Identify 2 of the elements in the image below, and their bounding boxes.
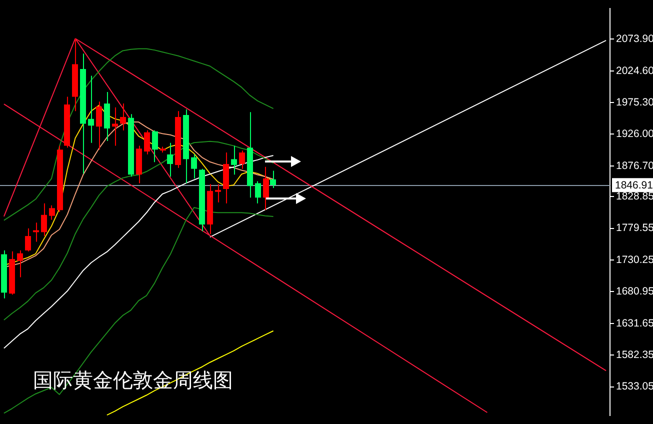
text: 国际黄金伦敦金周线图 <box>33 367 233 394</box>
ref-line-label: 1846.91 <box>615 179 653 192</box>
